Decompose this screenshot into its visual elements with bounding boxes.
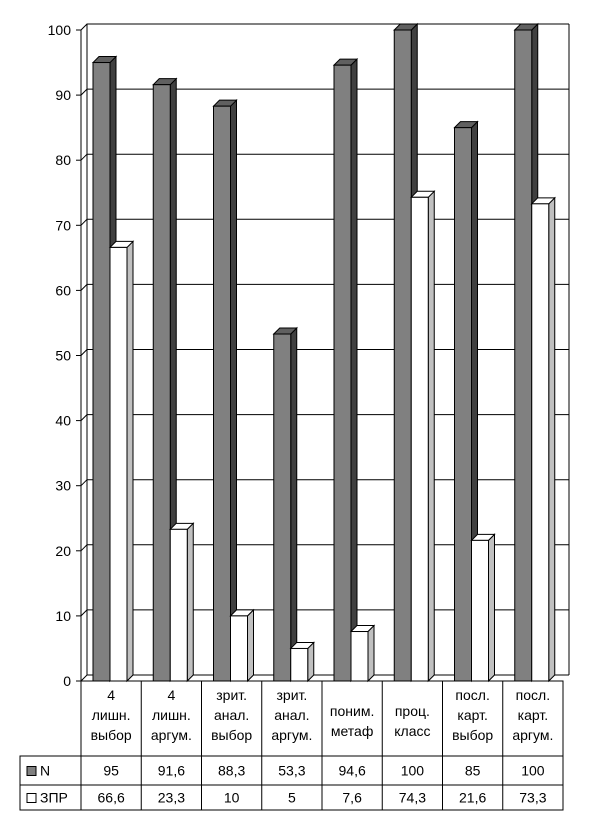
bar-n bbox=[454, 127, 472, 682]
category-label: поним. bbox=[330, 703, 374, 719]
y-tick-label: 0 bbox=[63, 673, 71, 689]
data-value: 88,3 bbox=[218, 763, 245, 779]
data-value: 100 bbox=[401, 763, 425, 779]
category-label: посл. bbox=[516, 687, 550, 703]
category-label: 4 bbox=[107, 687, 115, 703]
y-tick-label: 40 bbox=[55, 413, 71, 429]
bar-zpr bbox=[109, 246, 128, 682]
bar-side bbox=[247, 608, 254, 683]
bar-zpr bbox=[290, 647, 309, 682]
bar-n bbox=[152, 84, 171, 682]
bar-side bbox=[548, 196, 556, 683]
category-label: выбор bbox=[91, 727, 132, 743]
data-value: 53,3 bbox=[278, 763, 305, 779]
bar-side bbox=[367, 624, 375, 683]
data-value: 7,6 bbox=[342, 790, 362, 806]
bar-side bbox=[126, 240, 134, 683]
bar-side bbox=[230, 98, 237, 683]
y-tick-label: 10 bbox=[55, 608, 71, 624]
gridline bbox=[80, 23, 569, 31]
data-value: 10 bbox=[224, 790, 240, 806]
data-value: 73,3 bbox=[519, 790, 546, 806]
category-label: лишн. bbox=[152, 707, 191, 723]
category-label: выбор bbox=[452, 727, 493, 743]
bar-side bbox=[427, 190, 435, 683]
category-label: проц. bbox=[395, 703, 430, 719]
y-tick-label: 20 bbox=[55, 543, 71, 559]
bar-zpr bbox=[350, 631, 369, 682]
y-tick-label: 60 bbox=[55, 282, 71, 298]
y-tick-label: 100 bbox=[48, 22, 72, 38]
category-label: аргум. bbox=[512, 727, 553, 743]
y-tick-label: 30 bbox=[55, 478, 71, 494]
data-value: 85 bbox=[465, 763, 481, 779]
data-value: 23,3 bbox=[158, 790, 185, 806]
category-label: карт. bbox=[518, 707, 548, 723]
category-label: 4 bbox=[167, 687, 175, 703]
category-label: класс bbox=[394, 723, 430, 739]
bar-zpr bbox=[531, 203, 550, 682]
category-label: аргум. bbox=[271, 727, 312, 743]
bar-zpr bbox=[230, 615, 248, 682]
y-tick-label: 50 bbox=[55, 348, 71, 364]
bar-side bbox=[290, 326, 298, 683]
legend-swatch-zpr bbox=[26, 793, 37, 803]
category-label: анал. bbox=[274, 707, 309, 723]
category-label: выбор bbox=[211, 727, 252, 743]
legend-swatch-n bbox=[26, 766, 37, 776]
category-label: лишн. bbox=[92, 707, 131, 723]
category-label: зрит. bbox=[276, 687, 307, 703]
bar-zpr bbox=[471, 539, 489, 682]
category-label: аргум. bbox=[151, 727, 192, 743]
bar-side bbox=[350, 57, 358, 683]
data-value: 5 bbox=[288, 790, 296, 806]
data-value: 74,3 bbox=[399, 790, 426, 806]
category-label: метаф bbox=[331, 723, 374, 739]
legend-label: ЗПР bbox=[40, 790, 68, 806]
data-value: 94,6 bbox=[339, 763, 366, 779]
bar-n bbox=[514, 29, 533, 682]
category-label: анал. bbox=[214, 707, 249, 723]
y-tick-label: 90 bbox=[55, 87, 71, 103]
bar-zpr bbox=[410, 196, 429, 682]
data-value: 66,6 bbox=[98, 790, 125, 806]
legend-label: N bbox=[40, 763, 50, 779]
bar-n bbox=[273, 333, 292, 682]
data-value: 91,6 bbox=[158, 763, 185, 779]
bar-side bbox=[488, 533, 495, 683]
bar-side bbox=[186, 522, 194, 683]
data-value: 100 bbox=[521, 763, 545, 779]
y-tick-label: 80 bbox=[55, 152, 71, 168]
category-label: карт. bbox=[457, 707, 487, 723]
data-value: 21,6 bbox=[459, 790, 486, 806]
category-label: зрит. bbox=[216, 687, 247, 703]
bar-n bbox=[92, 62, 111, 682]
bar-n bbox=[333, 64, 352, 682]
y-tick-label: 70 bbox=[55, 217, 71, 233]
bar-zpr bbox=[169, 528, 188, 682]
data-value: 95 bbox=[103, 763, 119, 779]
bar-n bbox=[393, 29, 412, 682]
bar-n bbox=[213, 105, 231, 682]
category-label: посл. bbox=[455, 687, 489, 703]
